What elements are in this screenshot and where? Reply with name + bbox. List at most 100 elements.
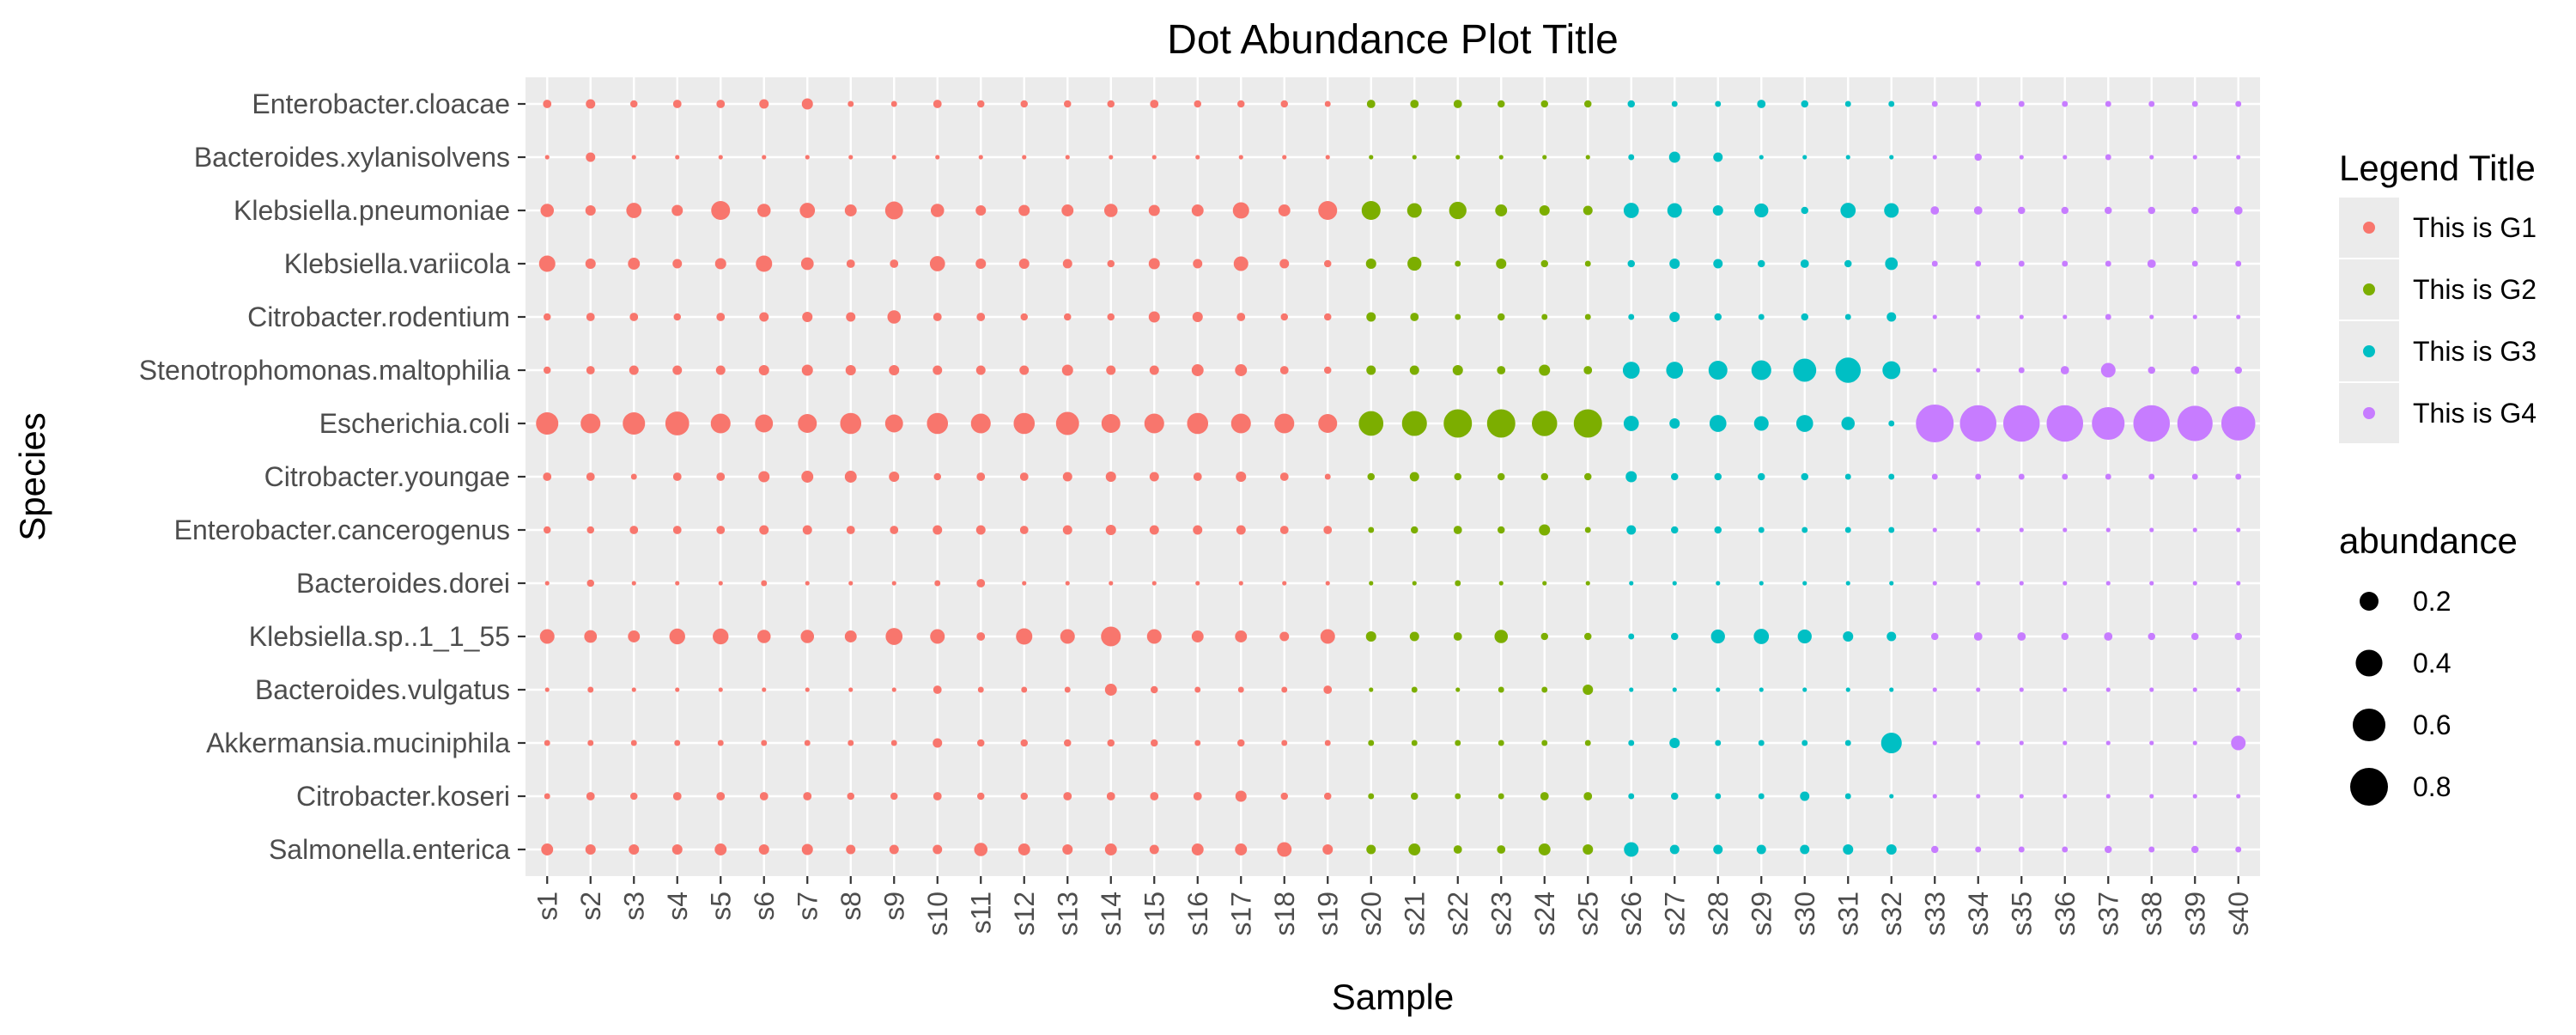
data-point bbox=[1583, 632, 1592, 641]
data-point bbox=[885, 628, 903, 645]
data-point bbox=[539, 629, 555, 644]
data-point bbox=[1801, 740, 1808, 746]
data-point bbox=[1361, 201, 1381, 220]
x-tick-label: s40 bbox=[2223, 892, 2254, 936]
data-point bbox=[543, 313, 551, 321]
data-point bbox=[2019, 687, 2024, 692]
data-point bbox=[1238, 155, 1243, 160]
data-point bbox=[2100, 362, 2116, 378]
data-point bbox=[1801, 472, 1809, 481]
data-point bbox=[848, 581, 854, 586]
data-point bbox=[1323, 792, 1332, 801]
x-tick-label: s34 bbox=[1963, 892, 1994, 936]
data-point bbox=[1323, 685, 1333, 694]
data-point bbox=[1235, 843, 1248, 855]
data-point bbox=[1497, 366, 1506, 374]
data-point bbox=[672, 365, 683, 375]
data-point bbox=[1540, 792, 1549, 801]
data-point bbox=[586, 579, 595, 588]
data-point bbox=[1368, 740, 1375, 746]
data-point bbox=[1368, 793, 1375, 800]
data-point bbox=[1150, 739, 1158, 747]
data-point bbox=[1844, 314, 1851, 320]
data-point bbox=[1708, 361, 1728, 380]
data-point bbox=[586, 792, 595, 801]
color-legend-dot bbox=[2363, 222, 2375, 234]
size-legend-label: 0.6 bbox=[2413, 709, 2451, 740]
data-point bbox=[1410, 792, 1419, 801]
data-point bbox=[1759, 687, 1764, 692]
data-point bbox=[1844, 527, 1851, 533]
data-point bbox=[675, 687, 680, 692]
data-point bbox=[1230, 413, 1251, 434]
data-point bbox=[1150, 685, 1158, 694]
data-point bbox=[1622, 362, 1640, 379]
data-point bbox=[1148, 204, 1160, 216]
data-point bbox=[1323, 366, 1332, 374]
data-point bbox=[1930, 845, 1939, 854]
data-point bbox=[672, 792, 682, 801]
data-point bbox=[585, 204, 596, 216]
data-point bbox=[2017, 206, 2026, 215]
x-tick-label: s13 bbox=[1052, 892, 1083, 936]
data-point bbox=[759, 99, 769, 109]
data-point bbox=[1149, 844, 1159, 855]
data-point bbox=[1583, 684, 1594, 696]
size-legend: abundance 0.2 0.4 0.6 0.8 bbox=[2339, 521, 2518, 817]
data-point bbox=[1932, 581, 1937, 586]
data-point bbox=[1019, 526, 1029, 534]
data-point bbox=[717, 740, 724, 746]
data-point bbox=[1453, 845, 1462, 854]
data-point bbox=[976, 792, 985, 801]
data-point bbox=[1844, 100, 1851, 107]
data-point bbox=[1494, 630, 1509, 643]
data-point bbox=[933, 365, 943, 375]
data-point bbox=[1323, 259, 1332, 268]
x-tick-label: s26 bbox=[1616, 892, 1647, 936]
data-point bbox=[544, 581, 550, 586]
data-point bbox=[2190, 366, 2200, 374]
data-point bbox=[586, 526, 595, 534]
data-point bbox=[1149, 472, 1159, 482]
data-point bbox=[1194, 100, 1202, 108]
data-point bbox=[1410, 100, 1419, 108]
data-point bbox=[671, 204, 683, 216]
x-tick-label: s17 bbox=[1225, 892, 1256, 936]
data-point bbox=[891, 687, 896, 692]
data-point bbox=[758, 364, 769, 376]
data-point bbox=[935, 155, 940, 160]
data-point bbox=[2234, 366, 2243, 374]
data-point bbox=[2149, 794, 2154, 799]
data-point bbox=[1845, 687, 1850, 692]
data-point bbox=[1916, 405, 1954, 442]
data-point bbox=[1279, 472, 1289, 481]
data-point bbox=[1455, 687, 1461, 692]
data-point bbox=[2105, 687, 2111, 692]
data-point bbox=[1713, 152, 1723, 162]
color-legend-dot bbox=[2363, 407, 2375, 419]
data-point bbox=[711, 201, 731, 220]
data-point bbox=[1443, 409, 1473, 438]
data-point bbox=[1930, 632, 1939, 641]
data-point bbox=[1539, 204, 1550, 216]
data-point bbox=[933, 844, 943, 855]
size-legend-dot bbox=[2350, 768, 2388, 806]
data-point bbox=[2149, 155, 2154, 160]
data-point bbox=[1757, 472, 1765, 481]
data-point bbox=[2019, 740, 2024, 746]
data-point bbox=[1324, 100, 1331, 107]
data-point bbox=[1365, 258, 1376, 270]
data-point bbox=[1975, 260, 1982, 267]
data-point bbox=[2063, 687, 2068, 692]
data-point bbox=[541, 843, 554, 855]
data-point bbox=[1325, 581, 1330, 586]
x-tick-label: s9 bbox=[878, 892, 909, 921]
data-point bbox=[976, 579, 986, 588]
data-point bbox=[1714, 313, 1722, 321]
data-point bbox=[2019, 527, 2024, 533]
y-tick-label: Klebsiella.variicola bbox=[284, 248, 510, 279]
data-point bbox=[2062, 100, 2069, 107]
y-axis-title: Species bbox=[12, 412, 52, 540]
data-point bbox=[1840, 203, 1856, 218]
data-point bbox=[846, 844, 856, 855]
